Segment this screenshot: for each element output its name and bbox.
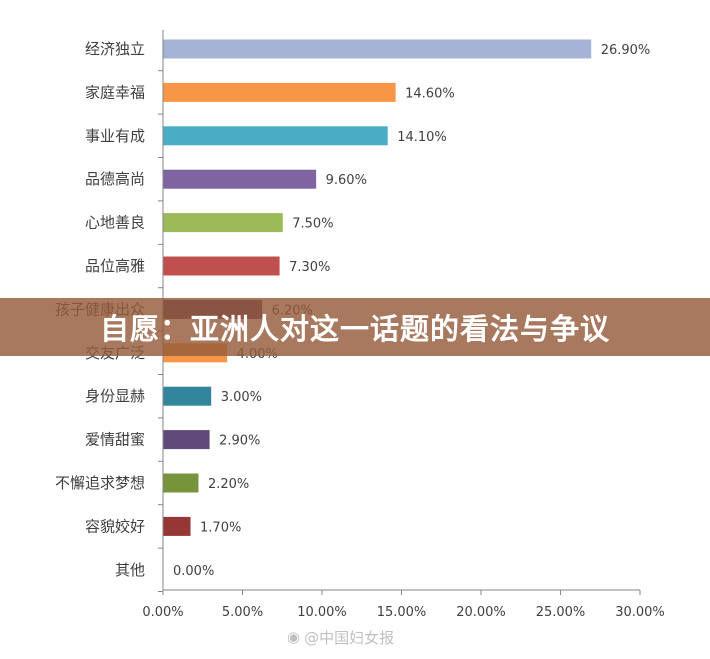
x-tick-label: 5.00% (222, 605, 263, 620)
bar (163, 169, 317, 189)
watermark-text: @中国妇女报 (304, 628, 395, 647)
value-label: 14.10% (397, 130, 447, 145)
x-tick-label: 30.00% (615, 605, 665, 620)
value-label: 14.60% (405, 86, 455, 101)
category-label: 身份显赫 (85, 387, 145, 405)
bar (163, 126, 388, 146)
bar (163, 430, 210, 450)
value-label: 9.60% (326, 173, 367, 188)
x-tick-label: 15.00% (377, 605, 427, 620)
value-label: 2.20% (208, 477, 249, 492)
x-tick-label: 0.00% (142, 605, 183, 620)
category-label: 家庭幸福 (85, 83, 145, 101)
weibo-icon: ◉ (287, 628, 301, 646)
value-label: 3.00% (221, 390, 262, 405)
bar (163, 82, 396, 102)
value-label: 7.50% (292, 217, 333, 232)
category-label: 心地善良 (85, 214, 145, 232)
bar (163, 473, 199, 493)
value-label: 26.90% (601, 43, 651, 58)
value-label: 1.70% (200, 520, 241, 535)
value-label: 0.00% (173, 564, 214, 579)
bar (163, 39, 592, 59)
value-label: 2.90% (219, 434, 260, 449)
category-label: 其他 (115, 561, 145, 579)
category-label: 容貌姣好 (85, 517, 145, 535)
bar (163, 256, 280, 276)
bar (163, 213, 283, 233)
value-label: 7.30% (289, 260, 330, 275)
category-label: 不懈追求梦想 (55, 474, 145, 492)
title-banner: 自愿：亚洲人对这一话题的看法与争议 (0, 298, 710, 356)
x-tick-label: 10.00% (297, 605, 347, 620)
category-label: 经济独立 (85, 40, 145, 58)
x-tick-label: 20.00% (456, 605, 506, 620)
category-label: 品位高雅 (85, 257, 145, 275)
category-label: 爱情甜蜜 (85, 431, 145, 449)
bar (163, 386, 212, 406)
category-label: 品德高尚 (85, 170, 145, 188)
x-tick-label: 25.00% (536, 605, 586, 620)
bar (163, 516, 191, 536)
banner-title: 自愿：亚洲人对这一话题的看法与争议 (99, 312, 610, 346)
watermark: ◉ @中国妇女报 (287, 626, 394, 648)
category-label: 事业有成 (85, 127, 145, 145)
